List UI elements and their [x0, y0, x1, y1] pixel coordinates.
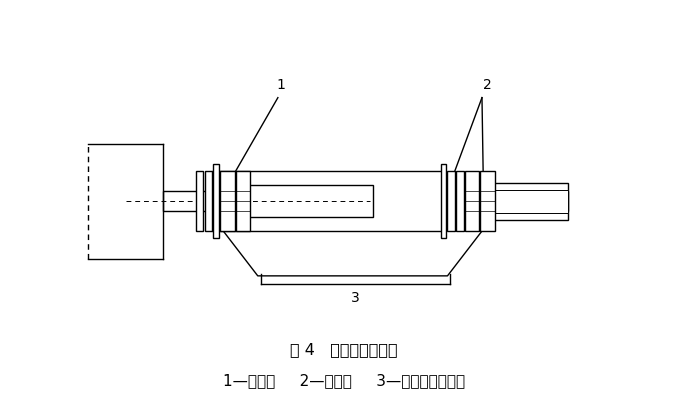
Text: 图 4   接线方式结构图: 图 4 接线方式结构图: [290, 342, 398, 357]
Bar: [205, 171, 213, 231]
Bar: [236, 171, 250, 231]
Bar: [480, 171, 495, 231]
Text: 2: 2: [484, 78, 492, 92]
Bar: [491, 183, 568, 220]
Text: 1—铜垫片     2—铜螺母     3—外接排接入位置: 1—铜垫片 2—铜螺母 3—外接排接入位置: [223, 374, 465, 388]
Text: 3: 3: [351, 291, 360, 305]
Bar: [440, 164, 447, 239]
Bar: [163, 191, 568, 211]
Bar: [88, 144, 163, 259]
Bar: [447, 171, 455, 231]
Bar: [232, 185, 373, 217]
Bar: [456, 171, 464, 231]
Bar: [213, 164, 219, 239]
Bar: [220, 171, 235, 231]
Bar: [212, 171, 442, 231]
Bar: [195, 171, 203, 231]
Text: 1: 1: [277, 78, 286, 92]
Bar: [464, 171, 479, 231]
Bar: [491, 190, 568, 213]
